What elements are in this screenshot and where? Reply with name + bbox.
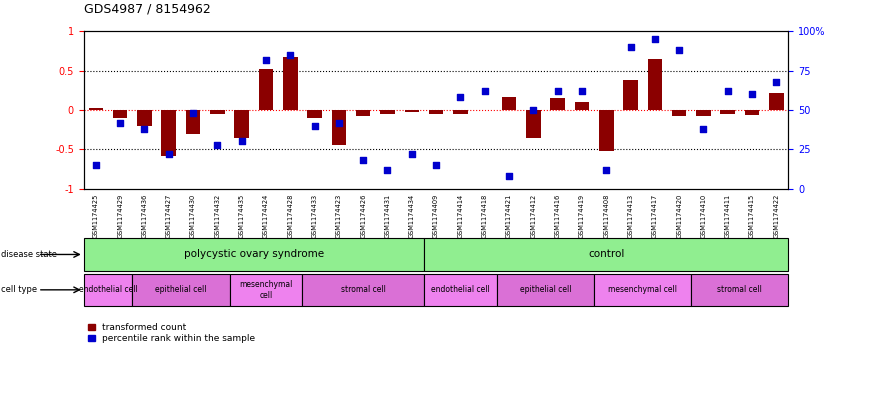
Point: [696, 126, 710, 132]
Bar: [574, 102, 589, 110]
Bar: [84, 274, 132, 306]
Bar: [230, 274, 302, 306]
Point: [307, 123, 322, 129]
Text: endothelial cell: endothelial cell: [78, 285, 137, 294]
Point: [502, 173, 516, 179]
Bar: [137, 110, 152, 126]
Point: [186, 110, 200, 116]
Point: [234, 138, 248, 145]
Text: epithelial cell: epithelial cell: [155, 285, 207, 294]
Bar: [551, 98, 565, 110]
Point: [454, 94, 468, 101]
Text: epithelial cell: epithelial cell: [520, 285, 571, 294]
Point: [137, 126, 152, 132]
Text: stromal cell: stromal cell: [717, 285, 762, 294]
Point: [672, 47, 686, 53]
Point: [259, 57, 273, 63]
Point: [283, 52, 297, 58]
Point: [113, 119, 127, 126]
Text: endothelial cell: endothelial cell: [431, 285, 490, 294]
Point: [211, 141, 225, 148]
Bar: [594, 274, 692, 306]
Text: GDS4987 / 8154962: GDS4987 / 8154962: [84, 3, 211, 16]
Text: stromal cell: stromal cell: [341, 285, 386, 294]
Bar: [721, 110, 735, 114]
Point: [478, 88, 492, 94]
Point: [769, 79, 783, 85]
Bar: [429, 110, 443, 114]
Bar: [696, 110, 711, 116]
Point: [526, 107, 540, 113]
Bar: [672, 110, 686, 116]
Bar: [381, 110, 395, 114]
Bar: [210, 110, 225, 114]
Point: [429, 162, 443, 168]
Point: [162, 151, 176, 157]
Bar: [769, 93, 783, 110]
Bar: [424, 274, 497, 306]
Bar: [283, 57, 298, 110]
Point: [648, 36, 662, 42]
Bar: [424, 239, 788, 270]
Point: [332, 119, 346, 126]
Bar: [501, 97, 516, 110]
Bar: [302, 274, 424, 306]
Bar: [234, 110, 249, 138]
Bar: [526, 110, 541, 138]
Bar: [356, 110, 371, 116]
Bar: [404, 110, 419, 112]
Text: mesenchymal
cell: mesenchymal cell: [240, 280, 292, 299]
Bar: [113, 110, 128, 118]
Point: [745, 91, 759, 97]
Text: cell type: cell type: [1, 285, 37, 294]
Text: control: control: [588, 250, 625, 259]
Point: [721, 88, 735, 94]
Bar: [132, 274, 230, 306]
Text: polycystic ovary syndrome: polycystic ovary syndrome: [184, 250, 324, 259]
Bar: [692, 274, 788, 306]
Point: [381, 167, 395, 173]
Bar: [186, 110, 200, 134]
Bar: [259, 69, 273, 110]
Bar: [307, 110, 322, 118]
Text: mesenchymal cell: mesenchymal cell: [608, 285, 677, 294]
Bar: [497, 274, 594, 306]
Bar: [744, 110, 759, 115]
Legend: transformed count, percentile rank within the sample: transformed count, percentile rank withi…: [88, 323, 255, 343]
Point: [404, 151, 418, 157]
Point: [551, 88, 565, 94]
Point: [356, 157, 370, 163]
Bar: [84, 239, 424, 270]
Bar: [453, 110, 468, 114]
Point: [575, 88, 589, 94]
Point: [89, 162, 103, 168]
Point: [624, 44, 638, 50]
Bar: [599, 110, 613, 151]
Text: disease state: disease state: [1, 250, 57, 259]
Bar: [89, 108, 103, 110]
Bar: [623, 80, 638, 110]
Bar: [331, 110, 346, 145]
Point: [599, 167, 613, 173]
Bar: [648, 59, 663, 110]
Bar: [161, 110, 176, 156]
